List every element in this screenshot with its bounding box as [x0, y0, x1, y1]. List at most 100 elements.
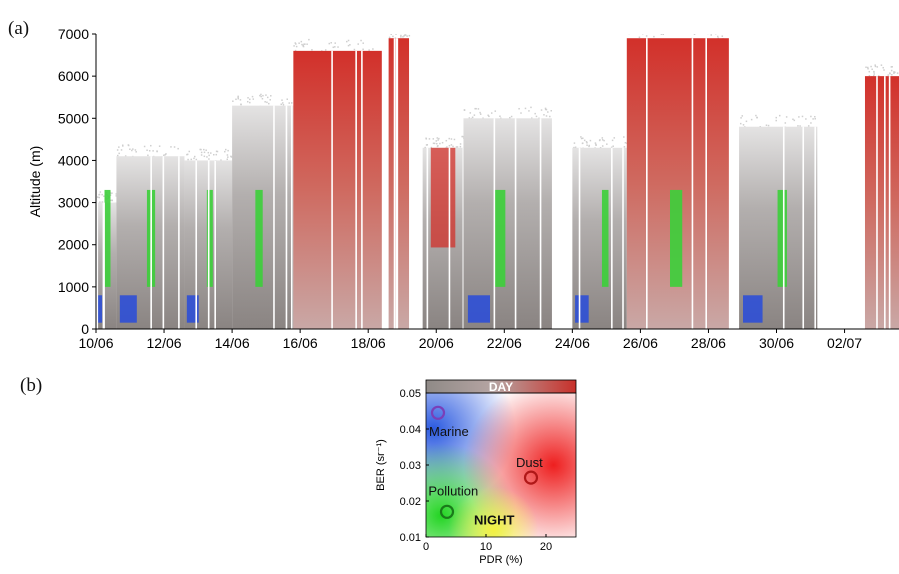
- noise-dot: [482, 117, 484, 119]
- noise-dot: [177, 147, 179, 150]
- noise-dot: [435, 140, 438, 142]
- noise-dot: [280, 103, 282, 106]
- noise-dot: [293, 45, 295, 47]
- noise-dot: [237, 96, 239, 99]
- noise-dot: [547, 111, 549, 113]
- y-tick-label: 0.05: [400, 388, 421, 400]
- noise-dot: [200, 154, 203, 156]
- class-label: Pollution: [428, 484, 478, 499]
- noise-dot: [438, 137, 440, 140]
- noise-dot: [266, 96, 269, 99]
- x-tick-label: 20/06: [419, 335, 454, 351]
- noise-dot: [163, 154, 165, 157]
- noise-dot: [893, 71, 895, 73]
- noise-dot: [436, 137, 439, 139]
- data-gap: [195, 160, 198, 329]
- noise-dot: [135, 151, 137, 153]
- noise-dot: [494, 110, 497, 112]
- noise-dot: [261, 97, 264, 100]
- noise-dot: [645, 35, 648, 37]
- noise-dot: [518, 107, 520, 110]
- noise-dot: [653, 35, 655, 38]
- noise-dot: [705, 29, 707, 31]
- x-tick-label: 24/06: [555, 335, 590, 351]
- noise-dot: [524, 107, 527, 110]
- noise-dot: [873, 70, 875, 73]
- data-gap: [426, 147, 429, 329]
- noise-dot: [880, 64, 883, 66]
- noise-dot: [188, 150, 191, 153]
- noise-dot: [437, 144, 439, 147]
- noise-dot: [509, 116, 511, 119]
- noise-dot: [368, 49, 370, 51]
- noise-dot: [775, 116, 778, 119]
- noise-dot: [170, 146, 172, 148]
- x-tick-label: 22/06: [487, 335, 522, 351]
- noise-dot: [810, 115, 812, 118]
- x-tick-label: 14/06: [215, 335, 250, 351]
- noise-dot: [634, 26, 636, 28]
- data-gap: [705, 38, 708, 329]
- noise-dot: [544, 108, 547, 111]
- noise-dot: [867, 66, 869, 69]
- noise-dot: [448, 137, 450, 140]
- x-tick-label: 30/06: [759, 335, 794, 351]
- noise-dot: [430, 146, 433, 149]
- y-tick-label: 6000: [58, 68, 89, 84]
- noise-dot: [471, 116, 474, 119]
- y-tick-label: 7000: [58, 26, 89, 42]
- y-tick-label: 0.03: [400, 460, 421, 472]
- noise-dot: [707, 34, 709, 35]
- noise-dot: [251, 95, 254, 98]
- noise-dot: [805, 118, 807, 120]
- noise-dot: [740, 117, 742, 119]
- noise-dot: [612, 145, 614, 147]
- noise-dot: [778, 114, 781, 117]
- noise-dot: [549, 115, 551, 118]
- noise-dot: [152, 150, 154, 152]
- profile-block: [116, 144, 185, 329]
- noise-dot: [392, 30, 394, 32]
- noise-dot: [739, 122, 742, 125]
- noise-dot: [235, 98, 237, 101]
- data-gap: [393, 38, 396, 329]
- data-gap: [396, 38, 399, 329]
- noise-dot: [603, 139, 605, 142]
- noise-dot: [247, 97, 249, 99]
- noise-dot: [116, 154, 119, 157]
- noise-dot: [200, 148, 202, 151]
- noise-dot: [624, 141, 627, 144]
- noise-dot: [404, 34, 407, 36]
- noise-dot: [510, 115, 513, 118]
- noise-dot: [455, 146, 458, 148]
- noise-dot: [357, 43, 359, 45]
- noise-dot: [173, 146, 176, 148]
- noise-dot: [270, 95, 272, 97]
- data-gap: [273, 105, 275, 329]
- noise-dot: [118, 146, 120, 148]
- day-label: DAY: [489, 380, 513, 394]
- noise-dot: [785, 116, 788, 118]
- data-gap: [290, 105, 293, 329]
- noise-dot: [755, 114, 757, 117]
- x-tick-label: 02/07: [827, 335, 862, 351]
- noise-dot: [208, 154, 210, 157]
- data-gap: [355, 50, 357, 329]
- noise-dot: [103, 195, 105, 197]
- noise-dot: [638, 36, 641, 39]
- noise-dot: [362, 42, 364, 44]
- data-gap: [782, 126, 785, 329]
- noise-dot: [391, 28, 393, 30]
- noise-dot: [311, 49, 313, 51]
- noise-dot: [264, 101, 266, 103]
- noise-dot: [585, 140, 588, 143]
- noise-dot: [330, 42, 332, 44]
- data-gap: [884, 76, 886, 329]
- noise-dot: [303, 43, 305, 45]
- noise-dot: [398, 28, 400, 30]
- profile-fill: [463, 118, 552, 329]
- y-tick-label: 4000: [58, 152, 89, 168]
- data-gap: [514, 118, 517, 329]
- noise-dot: [288, 102, 290, 104]
- noise-dot: [586, 144, 588, 146]
